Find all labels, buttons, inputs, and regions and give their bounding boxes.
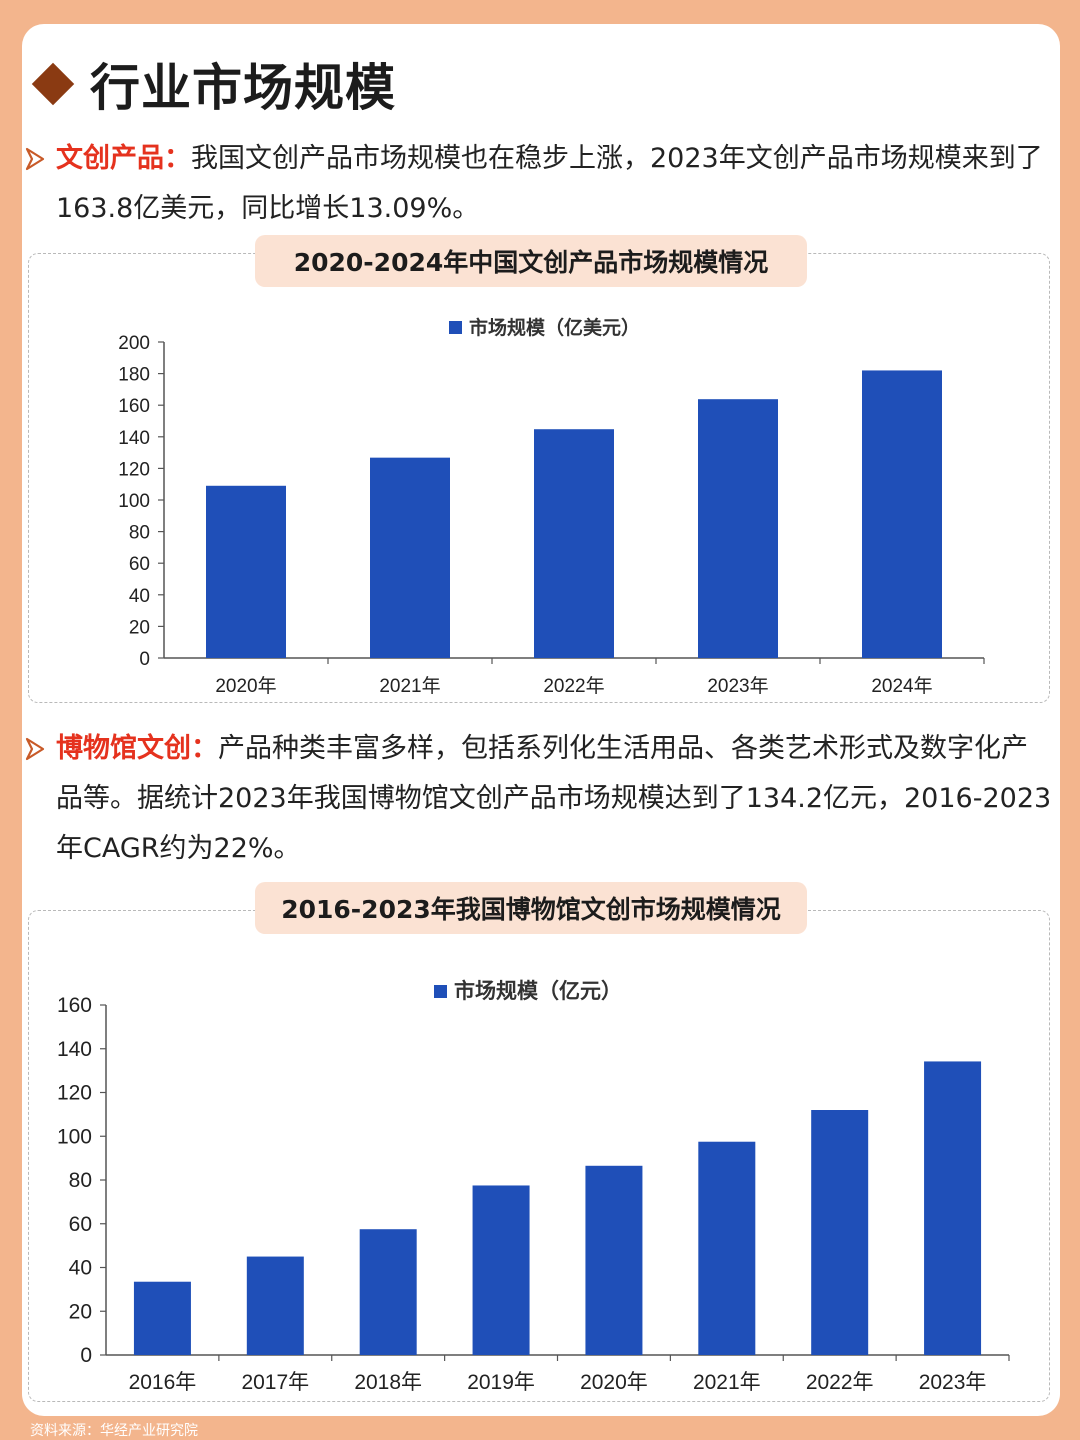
x-tick-label: 2021年 xyxy=(379,675,440,697)
chart1-svg: 0 20 40 60 80 100 120 140 160 180 200 2020年 2021年 202… xyxy=(118,316,985,697)
arrow-right-icon xyxy=(25,737,45,761)
y-tick-label: 160 xyxy=(118,396,150,417)
page-title: 行业市场规模 xyxy=(90,59,396,117)
chart-bar xyxy=(862,370,942,658)
y-tick-label: 80 xyxy=(69,1169,92,1192)
chart1-title: 2020-2024年中国文创产品市场规模情况 xyxy=(255,235,807,287)
y-tick-label: 80 xyxy=(129,523,150,544)
section2-text: 产品种类丰富多样，包括系列化生活用品、各类艺术形式及数字化产品等。据统计2023… xyxy=(56,733,1052,864)
legend-swatch xyxy=(449,321,462,334)
x-tick-label: 2019年 xyxy=(467,1371,535,1394)
chart2-title: 2016-2023年我国博物馆文创市场规模情况 xyxy=(255,882,807,934)
content-card: 行业市场规模 文创产品：我国文创产品市场规模也在稳步上涨，2023年文创产品市场… xyxy=(22,24,1060,1416)
y-tick-label: 180 xyxy=(118,365,150,386)
chart-bar xyxy=(370,457,450,658)
section2-paragraph: 博物馆文创：产品种类丰富多样，包括系列化生活用品、各类艺术形式及数字化产品等。据… xyxy=(22,724,1052,874)
y-tick-label: 60 xyxy=(129,554,150,575)
x-tick-label: 2024年 xyxy=(871,675,932,697)
x-tick-label: 2023年 xyxy=(707,675,768,697)
x-tick-label: 2022年 xyxy=(806,1371,874,1394)
legend-swatch xyxy=(434,985,447,998)
source-note: 资料来源：华经产业研究院 xyxy=(30,1423,198,1439)
chart1-panel: 0 20 40 60 80 100 120 140 160 180 200 2020年 2021年 202… xyxy=(28,253,1050,703)
chart-bar xyxy=(585,1165,643,1355)
y-tick-label: 120 xyxy=(57,1082,92,1105)
section1-paragraph: 文创产品：我国文创产品市场规模也在稳步上涨，2023年文创产品市场规模来到了16… xyxy=(22,134,1052,234)
section2-keyword: 博物馆文创： xyxy=(56,733,218,764)
chart2-svg: 0 20 40 60 80 100 120 140 160 2016年 2017年 2018年 2019… xyxy=(57,979,1010,1394)
section1-text: 我国文创产品市场规模也在稳步上涨，2023年文创产品市场规模来到了163.8亿美… xyxy=(56,143,1043,224)
y-tick-label: 200 xyxy=(118,333,150,354)
y-tick-label: 120 xyxy=(118,459,150,480)
y-tick-label: 100 xyxy=(118,491,150,512)
chart-bar xyxy=(206,485,286,658)
y-tick-label: 20 xyxy=(69,1300,92,1323)
chart-bar xyxy=(359,1229,417,1355)
chart-bar xyxy=(133,1281,191,1355)
chart2-panel: 0 20 40 60 80 100 120 140 160 2016年 2017年 2018年 2019… xyxy=(28,910,1050,1402)
y-tick-label: 140 xyxy=(57,1038,92,1061)
x-tick-label: 2022年 xyxy=(543,675,604,697)
y-tick-label: 20 xyxy=(129,617,150,638)
diamond-bullet-icon xyxy=(31,62,75,106)
chart-bar xyxy=(924,1061,982,1355)
x-tick-label: 2023年 xyxy=(919,1371,987,1394)
x-tick-label: 2020年 xyxy=(580,1371,648,1394)
y-tick-label: 160 xyxy=(57,994,92,1017)
chart-bar xyxy=(472,1185,530,1355)
chart-bar xyxy=(811,1110,869,1355)
legend-label: 市场规模（亿美元） xyxy=(469,316,640,339)
section1-keyword: 文创产品： xyxy=(56,143,191,174)
y-tick-label: 0 xyxy=(139,649,150,670)
y-tick-label: 40 xyxy=(69,1257,92,1280)
y-tick-label: 60 xyxy=(69,1213,92,1236)
y-tick-label: 100 xyxy=(57,1125,92,1148)
x-tick-label: 2018年 xyxy=(354,1371,422,1394)
page-header: 行业市场规模 xyxy=(31,54,396,117)
arrow-right-icon xyxy=(25,147,45,171)
y-tick-label: 0 xyxy=(80,1344,92,1367)
x-tick-label: 2021年 xyxy=(693,1371,761,1394)
y-tick-label: 40 xyxy=(129,586,150,607)
x-tick-label: 2020年 xyxy=(215,675,276,697)
chart-bar xyxy=(246,1256,304,1355)
chart-bar xyxy=(698,1141,756,1355)
y-tick-label: 140 xyxy=(118,428,150,449)
x-tick-label: 2016年 xyxy=(129,1371,197,1394)
legend-label: 市场规模（亿元） xyxy=(454,979,622,1003)
chart-bar xyxy=(534,429,614,658)
x-tick-label: 2017年 xyxy=(241,1371,309,1394)
chart-bar xyxy=(698,399,778,658)
